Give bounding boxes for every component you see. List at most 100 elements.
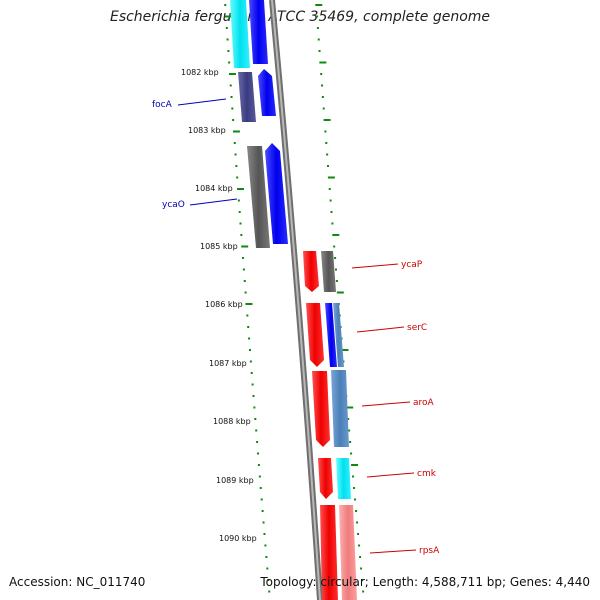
ruler-dot (358, 544, 361, 547)
pink-feature (339, 505, 357, 600)
gene-label-rpsA[interactable]: rpsA (419, 546, 440, 556)
right-gene-labels: ycaP serC aroA cmk rpsA (351, 260, 440, 556)
ruler-dot (328, 188, 331, 190)
gene-label-ycaP[interactable]: ycaP (401, 260, 423, 270)
ruler-dot (228, 61, 231, 64)
steel-feature (333, 303, 344, 367)
ruler-dot (327, 176, 335, 179)
ruler-dot (354, 498, 357, 501)
tick-label: 1084 kbp (195, 184, 233, 193)
ruler-dot (316, 15, 319, 18)
ruler-dot (245, 303, 253, 305)
ruler-dot (336, 291, 344, 294)
ruler-dot (357, 533, 360, 535)
ruler-dot (326, 153, 329, 156)
ruler-dot (233, 142, 236, 144)
ruler-dot (257, 464, 260, 466)
ruler-dot (247, 326, 250, 328)
ruler-dot (246, 314, 249, 317)
ruler-dot (238, 211, 241, 213)
ruler-dot (254, 418, 257, 420)
tick-label: 1082 kbp (181, 68, 219, 77)
forward-cds (249, 0, 268, 64)
ruler-dot (229, 84, 232, 87)
ruler-dot (251, 383, 254, 386)
ruler-dot (264, 544, 267, 547)
ruler-dot (255, 429, 258, 432)
ruler-dot (317, 38, 320, 41)
ruler-dot (257, 452, 260, 455)
tick-label: 1087 kbp (209, 359, 247, 368)
ruler-dot (234, 153, 237, 156)
ruler-dot (319, 61, 327, 64)
ruler-dot (266, 567, 269, 570)
ruler-dot (239, 222, 242, 225)
ruler-dot (250, 372, 253, 374)
ruler-dot (235, 165, 238, 167)
steel-feature (331, 370, 349, 447)
reverse-cds-rpsA (320, 505, 338, 600)
ruler-dot (322, 107, 325, 110)
tick-label: 1090 kbp (219, 534, 257, 543)
ruler-dot (231, 107, 234, 110)
ruler-dot (315, 4, 323, 6)
ruler-outer-dots (315, 4, 365, 593)
reverse-cds-ycaP (303, 251, 319, 292)
ruler-dot (331, 222, 334, 225)
ruler-dot (224, 4, 227, 6)
right-features (303, 251, 357, 600)
ruler-dot (248, 349, 251, 351)
ruler-dot (324, 130, 327, 133)
gene-label-focA[interactable]: focA (152, 100, 173, 110)
topology-text: Topology: circular; Length: 4,588,711 bp… (260, 575, 590, 589)
gene-label-serC[interactable]: serC (407, 323, 427, 333)
ruler-dot (353, 487, 356, 489)
ruler-dot (335, 280, 338, 282)
ruler-dot (325, 142, 328, 144)
forward-cds-ycaO (265, 143, 288, 244)
cyan-feature (230, 0, 250, 68)
ruler-dot (341, 349, 349, 351)
ruler-dot (237, 188, 245, 190)
ruler-dot (227, 50, 230, 52)
reverse-cds-serC (306, 303, 324, 367)
ruler-dot (232, 130, 240, 133)
reverse-cds-cmk (318, 458, 333, 499)
ruler-dot (225, 27, 228, 29)
ruler-dot (240, 234, 243, 236)
gray-feature (321, 251, 336, 292)
ruler-dot (262, 521, 265, 524)
ruler-dot (253, 406, 256, 409)
genome-backbone (269, 0, 323, 600)
ruler-dot (225, 15, 233, 18)
ruler-dot (347, 418, 350, 420)
ruler-dot (346, 406, 354, 409)
ruler-dot (350, 452, 353, 455)
ruler-dot (332, 234, 340, 236)
ruler-dot (244, 291, 247, 294)
ruler-dot (327, 165, 330, 167)
forward-cds-focA (258, 69, 276, 116)
ruler-dot (232, 119, 235, 121)
ruler-dot (263, 533, 266, 535)
tick-label: 1085 kbp (200, 242, 238, 251)
gene-label-aroA[interactable]: aroA (413, 398, 435, 408)
tick-label: 1086 kbp (205, 300, 243, 309)
ruler-dot (334, 268, 337, 271)
ruler-dot (361, 579, 364, 581)
gene-label-ycaO[interactable]: ycaO (162, 200, 185, 210)
ruler-dot (362, 590, 365, 593)
left-features (230, 0, 288, 248)
ruler-dot (260, 498, 263, 501)
ruler-dot (351, 464, 359, 466)
gene-label-cmk[interactable]: cmk (417, 469, 437, 479)
forward-cds (325, 303, 337, 367)
cyan-feature (336, 458, 351, 499)
ruler-dot (261, 510, 264, 512)
ruler-dot (323, 119, 331, 121)
ruler-dot (226, 38, 229, 41)
ruler-dot (349, 441, 352, 443)
accession-text: Accession: NC_011740 (9, 575, 146, 589)
ruler-dot (241, 245, 249, 248)
ruler-dot (252, 395, 255, 397)
